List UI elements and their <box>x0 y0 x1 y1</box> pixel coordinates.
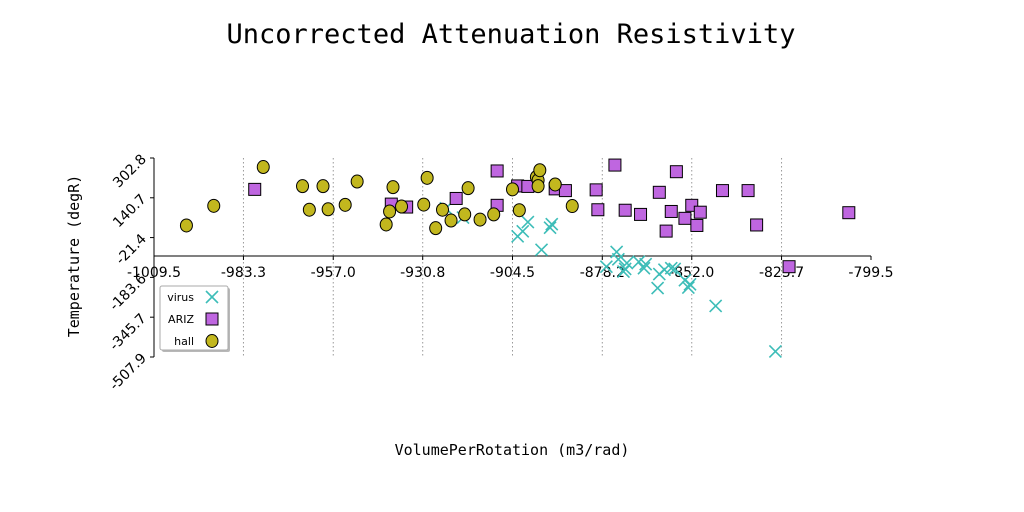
point-virus <box>611 252 625 266</box>
point-ariz <box>490 164 504 178</box>
point-virus <box>668 262 682 276</box>
point-hall <box>533 163 547 178</box>
point-ariz <box>659 224 673 238</box>
point-ariz <box>678 211 692 225</box>
point-virus <box>516 224 530 238</box>
point-ariz <box>589 183 603 197</box>
point-hall <box>531 179 545 194</box>
point-virus <box>651 281 665 295</box>
point-hall <box>321 202 335 217</box>
y-tick-label: -21.4 <box>113 231 150 268</box>
point-virus <box>599 260 613 274</box>
point-hall <box>179 218 193 233</box>
point-virus <box>637 261 651 275</box>
point-ariz <box>618 203 632 217</box>
legend-marker-hall <box>205 334 219 348</box>
point-hall <box>395 199 409 214</box>
point-ariz <box>690 218 704 232</box>
point-virus <box>681 280 695 295</box>
point-ariz <box>782 260 796 274</box>
y-tick-label: -507.9 <box>107 351 150 394</box>
point-virus <box>543 221 557 235</box>
point-ariz <box>591 203 605 217</box>
point-virus <box>639 257 653 271</box>
y-tick-label: 140.7 <box>110 191 150 231</box>
x-tick-label: -930.8 <box>400 265 445 281</box>
point-ariz <box>608 158 622 172</box>
point-ariz <box>664 204 678 218</box>
point-hall <box>350 174 364 189</box>
point-hall <box>429 221 443 236</box>
point-hall <box>417 197 431 212</box>
point-hall <box>565 199 579 214</box>
x-tick-label: -878.2 <box>580 265 625 281</box>
point-hall <box>473 212 487 227</box>
point-hall <box>316 179 330 194</box>
point-ariz <box>741 184 755 198</box>
legend-label-hall: hall <box>174 335 194 348</box>
point-virus <box>534 243 549 257</box>
legend-box <box>159 285 229 351</box>
point-virus <box>521 215 535 229</box>
data-points <box>179 158 856 358</box>
point-ariz <box>669 165 683 179</box>
chart-title: Uncorrected Attenuation Resistivity <box>227 19 796 50</box>
point-ariz <box>652 185 666 199</box>
y-tick-label: 302.8 <box>110 152 150 192</box>
point-hall <box>487 207 501 222</box>
point-ariz <box>750 218 764 232</box>
point-ariz <box>842 206 856 220</box>
legend-label-virus: virus <box>167 291 194 304</box>
x-tick-label: -852.0 <box>669 265 714 281</box>
point-hall <box>548 177 562 192</box>
x-tick-label: -799.5 <box>848 265 893 281</box>
point-virus <box>620 256 634 270</box>
point-hall <box>302 202 316 217</box>
point-ariz <box>558 184 572 198</box>
point-hall <box>383 204 397 219</box>
point-hall <box>436 202 450 217</box>
legend-label-ariz: ARIZ <box>168 313 194 326</box>
point-virus <box>768 344 782 358</box>
point-hall <box>512 203 526 218</box>
point-ariz <box>248 182 262 196</box>
point-hall <box>379 217 393 232</box>
point-hall <box>386 180 400 195</box>
legend: virus ARIZ hall <box>159 285 230 352</box>
point-hall <box>506 182 519 197</box>
point-hall <box>256 160 270 175</box>
point-virus <box>709 299 723 313</box>
x-axis-label: VolumePerRotation (m3/rad) <box>395 441 630 459</box>
point-hall <box>420 170 434 185</box>
y-tick-label: -345.7 <box>107 311 150 354</box>
x-tick-label: -983.3 <box>221 265 266 281</box>
point-hall <box>338 197 352 212</box>
point-virus <box>545 217 559 231</box>
point-ariz <box>449 191 463 205</box>
point-hall <box>458 207 472 222</box>
point-hall <box>461 181 475 196</box>
point-ariz <box>715 184 729 198</box>
point-ariz <box>693 205 707 219</box>
x-tick-label: -1009.5 <box>127 265 181 281</box>
x-tick-label: -825.7 <box>759 265 804 281</box>
legend-marker-ariz <box>205 312 219 326</box>
x-tick-label: -904.5 <box>490 265 535 281</box>
point-hall <box>296 179 310 194</box>
point-virus <box>632 255 646 269</box>
y-axis-label: Temperature (degR) <box>65 175 83 338</box>
legend-marker-virus <box>205 290 219 304</box>
point-hall <box>207 198 221 213</box>
x-tick-label: -957.0 <box>311 265 356 281</box>
point-virus <box>683 277 697 291</box>
point-hall <box>444 213 458 228</box>
x-tick-labels: -1009.5 -983.3 -957.0 -930.8 -904.5 -878.2 -85… <box>127 256 894 281</box>
point-ariz <box>634 207 648 221</box>
point-virus <box>664 261 678 275</box>
